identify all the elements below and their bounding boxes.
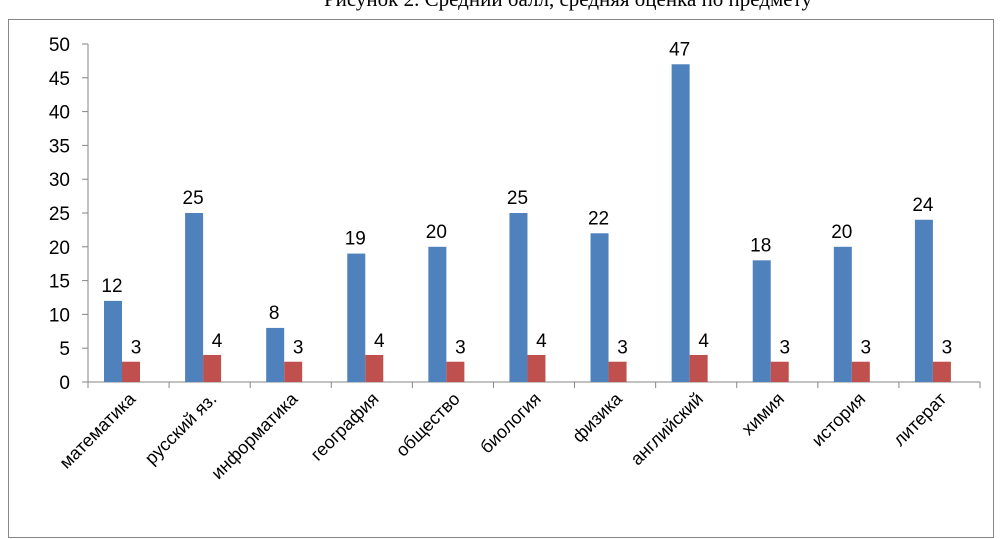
data-label-series-2: 3 [861,338,872,359]
bar-series-1 [347,254,365,382]
bar-series-1 [672,64,690,382]
bar-series-2 [852,362,870,382]
bar-series-1 [591,233,609,382]
bar-series-1 [185,213,203,382]
bar-series-1 [104,301,122,382]
data-label-series-1: 22 [588,208,609,229]
y-tick-label: 0 [59,373,70,394]
bar-series-2 [690,355,708,382]
data-label-series-1: 19 [345,229,366,250]
data-label-series-2: 3 [779,338,790,359]
bar-series-2 [771,362,789,382]
bar-series-1 [753,260,771,382]
data-label-series-1: 8 [269,303,280,324]
y-tick-label: 30 [49,170,70,191]
bar-series-2 [365,355,383,382]
data-label-series-2: 4 [374,331,385,352]
bar-series-1 [428,247,446,382]
data-label-series-2: 3 [617,338,628,359]
data-label-series-2: 4 [536,331,547,352]
category-label: биология [476,389,545,458]
data-label-series-1: 20 [831,222,852,243]
y-tick-label: 45 [49,69,70,90]
y-tick-label: 40 [49,103,70,124]
data-label-series-1: 18 [750,235,771,256]
bar-series-1 [509,213,527,382]
bar-series-2 [122,362,140,382]
bar-series-2 [446,362,464,382]
x-axis [88,382,980,388]
category-label: общество [392,389,464,461]
y-tick-label: 20 [49,238,70,259]
category-label: литерат [889,389,950,450]
data-label-series-1: 25 [507,188,528,209]
data-label-series-1: 12 [101,276,122,297]
bar-series-2 [609,362,627,382]
category-label: география [307,389,383,465]
category-label: русский яз. [141,389,221,469]
data-label-series-1: 24 [912,195,934,216]
bar-series-2 [933,362,951,382]
data-label-series-2: 3 [131,338,142,359]
data-label-series-1: 20 [426,222,447,243]
bars [104,64,951,382]
y-tick-label: 10 [49,305,70,326]
data-label-series-2: 3 [455,338,466,359]
category-label: математика [55,388,140,473]
data-label-series-2: 4 [698,331,709,352]
y-tick-label: 50 [49,35,70,56]
category-label: химия [738,389,788,439]
y-axis: 0 5 10 15 20 25 30 35 40 45 50 [49,35,88,394]
bar-series-1 [266,328,284,382]
data-label-series-2: 3 [293,338,304,359]
category-label: информатика [207,388,302,483]
bar-series-2 [284,362,302,382]
bar-series-1 [834,247,852,382]
category-label: история [808,389,869,450]
category-label: физика [568,388,626,446]
y-tick-label: 5 [59,339,70,360]
bar-series-2 [527,355,545,382]
y-tick-label: 15 [49,272,70,293]
data-label-series-1: 47 [669,39,690,60]
data-label-series-1: 25 [183,188,204,209]
category-label: английский [627,389,707,469]
data-label-series-2: 3 [942,338,953,359]
bar-series-1 [915,220,933,382]
data-label-series-2: 4 [212,331,223,352]
y-tick-label: 25 [49,204,70,225]
y-tick-label: 35 [49,136,70,157]
category-labels: математика русский яз.информатика географи… [55,388,950,483]
bar-series-2 [203,355,221,382]
